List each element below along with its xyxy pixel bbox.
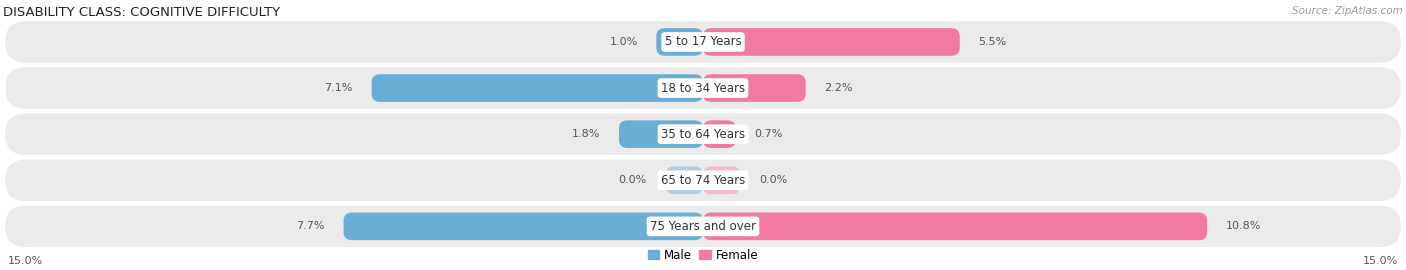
Text: 0.0%: 0.0% (759, 175, 787, 185)
FancyBboxPatch shape (6, 160, 1400, 201)
FancyBboxPatch shape (6, 206, 1400, 247)
Text: 35 to 64 Years: 35 to 64 Years (661, 128, 745, 141)
Text: 1.8%: 1.8% (572, 129, 600, 139)
Text: 5.5%: 5.5% (979, 37, 1007, 47)
Text: 5 to 17 Years: 5 to 17 Years (665, 35, 741, 48)
Text: 0.7%: 0.7% (755, 129, 783, 139)
FancyBboxPatch shape (6, 21, 1400, 63)
FancyBboxPatch shape (703, 166, 741, 194)
Text: 7.7%: 7.7% (297, 221, 325, 231)
Text: 1.0%: 1.0% (609, 37, 638, 47)
Text: 15.0%: 15.0% (7, 256, 42, 266)
FancyBboxPatch shape (703, 28, 960, 56)
Text: 0.0%: 0.0% (619, 175, 647, 185)
Text: 10.8%: 10.8% (1226, 221, 1261, 231)
FancyBboxPatch shape (371, 74, 703, 102)
FancyBboxPatch shape (343, 212, 703, 240)
Legend: Male, Female: Male, Female (643, 244, 763, 266)
FancyBboxPatch shape (657, 28, 703, 56)
Text: 2.2%: 2.2% (824, 83, 853, 93)
FancyBboxPatch shape (619, 120, 703, 148)
Text: Source: ZipAtlas.com: Source: ZipAtlas.com (1292, 6, 1403, 16)
Text: 65 to 74 Years: 65 to 74 Years (661, 174, 745, 187)
FancyBboxPatch shape (6, 67, 1400, 109)
Text: 15.0%: 15.0% (1364, 256, 1399, 266)
Text: 18 to 34 Years: 18 to 34 Years (661, 82, 745, 94)
Text: 7.1%: 7.1% (325, 83, 353, 93)
Text: DISABILITY CLASS: COGNITIVE DIFFICULTY: DISABILITY CLASS: COGNITIVE DIFFICULTY (3, 6, 280, 19)
Text: 75 Years and over: 75 Years and over (650, 220, 756, 233)
FancyBboxPatch shape (703, 212, 1208, 240)
FancyBboxPatch shape (703, 120, 735, 148)
FancyBboxPatch shape (665, 166, 703, 194)
FancyBboxPatch shape (6, 113, 1400, 155)
FancyBboxPatch shape (703, 74, 806, 102)
